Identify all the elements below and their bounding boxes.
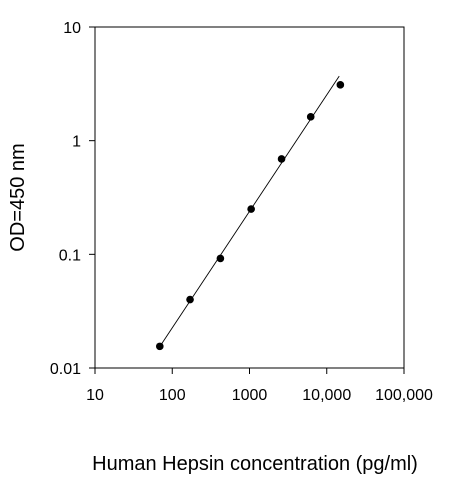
data-point [156, 342, 164, 351]
plot-frame [94, 26, 405, 369]
x-tick-label: 100 [159, 387, 186, 404]
data-point [277, 155, 286, 163]
data-point [216, 254, 225, 263]
y-tick-label: 10 [63, 20, 81, 37]
data-points [156, 81, 345, 351]
x-axis-title: Human Hepsin concentration (pg/ml) [92, 453, 418, 475]
y-axis-title: OD=450 nm [7, 143, 29, 251]
y-axis: 0.01 0.1 1 10 [50, 20, 95, 378]
x-tick-label: 10,000 [302, 387, 351, 404]
data-point [186, 295, 194, 304]
data-point [306, 113, 315, 121]
y-tick-label: 0.01 [50, 361, 81, 378]
data-point [247, 205, 255, 213]
x-tick-label: 10 [86, 387, 104, 404]
fit-line [157, 75, 340, 350]
data-point [336, 81, 345, 89]
plot-area [94, 26, 405, 369]
y-tick-label: 0.1 [59, 247, 81, 264]
y-tick-label: 1 [72, 134, 81, 151]
x-tick-label: 100,000 [375, 387, 433, 404]
x-axis: 10 100 1000 10,000 100,000 [86, 368, 433, 404]
fit-line-group [157, 75, 340, 350]
x-tick-label: 1000 [232, 387, 268, 404]
